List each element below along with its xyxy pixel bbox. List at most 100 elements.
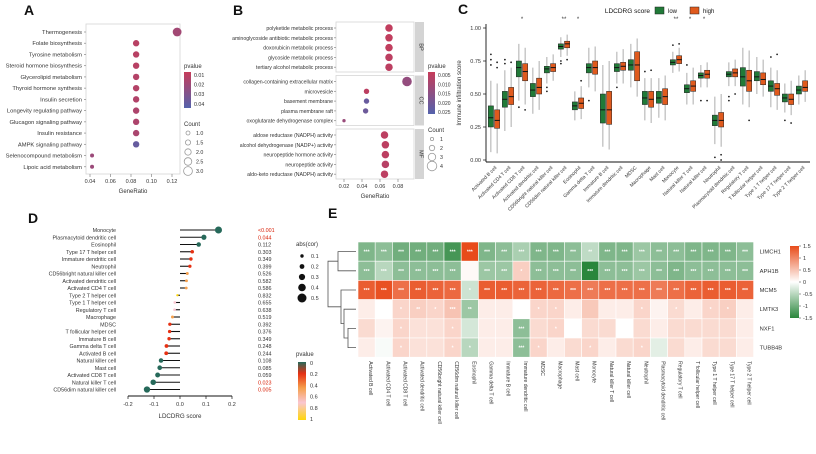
svg-text:0.0: 0.0 bbox=[176, 402, 184, 408]
svg-text:APH1B: APH1B bbox=[760, 269, 779, 275]
panel-label-e: E bbox=[328, 205, 338, 221]
svg-text:***: *** bbox=[656, 269, 662, 275]
svg-text:*: * bbox=[641, 346, 643, 352]
svg-text:Monocyte: Monocyte bbox=[93, 228, 116, 234]
svg-text:Monocyte: Monocyte bbox=[591, 361, 597, 383]
svg-text:***: *** bbox=[364, 288, 370, 294]
svg-text:***: *** bbox=[639, 250, 645, 256]
svg-text:0.04: 0.04 bbox=[85, 179, 96, 185]
svg-text:0.2: 0.2 bbox=[228, 402, 236, 408]
svg-text:MCM5: MCM5 bbox=[760, 288, 777, 294]
svg-text:***: *** bbox=[432, 288, 438, 294]
svg-text:***: *** bbox=[622, 288, 628, 294]
svg-text:Count: Count bbox=[428, 128, 444, 134]
svg-text:Natural killer T cell: Natural killer T cell bbox=[608, 361, 614, 402]
svg-text:low: low bbox=[668, 9, 678, 15]
svg-text:0.832: 0.832 bbox=[258, 293, 272, 299]
svg-text:alcohol dehydrogenase (NADP+): alcohol dehydrogenase (NADP+) activity bbox=[240, 143, 334, 149]
svg-text:-1: -1 bbox=[803, 304, 808, 310]
svg-text:0.108: 0.108 bbox=[258, 359, 272, 365]
svg-text:Eosinophil: Eosinophil bbox=[470, 361, 476, 384]
svg-text:0: 0 bbox=[803, 280, 806, 286]
svg-text:0.3: 0.3 bbox=[311, 275, 319, 281]
svg-text:*: * bbox=[400, 326, 402, 332]
svg-text:0.02: 0.02 bbox=[339, 184, 350, 190]
panel-b-legend: pvalue 0.005 0.010 0.015 0.020 0.025 Count 1 2 3 4 bbox=[426, 64, 451, 172]
svg-text:CD56dim natural killer cell: CD56dim natural killer cell bbox=[53, 388, 116, 394]
svg-text:2.0: 2.0 bbox=[196, 150, 203, 156]
svg-text:0.015: 0.015 bbox=[438, 92, 451, 98]
svg-text:pvalue: pvalue bbox=[428, 64, 446, 70]
svg-text:***: *** bbox=[708, 269, 714, 275]
svg-text:Activated dendritic cell: Activated dendritic cell bbox=[419, 361, 425, 411]
svg-text:**: ** bbox=[562, 17, 567, 23]
panel-a-legend: pvalue 0.01 0.02 0.03 0.04 Count 1.0 1.5 2.0 2.5 3… bbox=[183, 64, 204, 176]
svg-text:*: * bbox=[641, 307, 643, 313]
svg-text:***: *** bbox=[381, 288, 387, 294]
svg-text:*: * bbox=[400, 346, 402, 352]
svg-text:0.005: 0.005 bbox=[438, 73, 451, 79]
svg-text:0.025: 0.025 bbox=[438, 110, 451, 116]
svg-text:T follicular helper cell: T follicular helper cell bbox=[65, 330, 116, 336]
svg-text:LMTK3: LMTK3 bbox=[760, 307, 779, 313]
svg-text:***: *** bbox=[570, 269, 576, 275]
svg-text:*: * bbox=[555, 307, 557, 313]
svg-text:Immature B cell: Immature B cell bbox=[505, 361, 511, 396]
svg-text:*: * bbox=[577, 17, 580, 23]
svg-text:Plasmacytoid dendritic cell: Plasmacytoid dendritic cell bbox=[660, 361, 666, 420]
svg-text:Type 2 T helper cell: Type 2 T helper cell bbox=[746, 361, 752, 404]
svg-text:*: * bbox=[452, 346, 454, 352]
svg-text:***: *** bbox=[450, 269, 456, 275]
svg-text:-0.1: -0.1 bbox=[149, 402, 158, 408]
svg-text:Neutrophil: Neutrophil bbox=[91, 264, 116, 270]
svg-text:***: *** bbox=[708, 250, 714, 256]
svg-text:<0.001: <0.001 bbox=[258, 228, 275, 234]
svg-text:***: *** bbox=[622, 250, 628, 256]
svg-text:Macrophage: Macrophage bbox=[86, 315, 116, 321]
svg-text:***: *** bbox=[553, 288, 559, 294]
svg-text:*: * bbox=[675, 307, 677, 313]
svg-text:-1.5: -1.5 bbox=[803, 316, 812, 322]
svg-text:0.6: 0.6 bbox=[310, 395, 318, 401]
svg-text:BP: BP bbox=[418, 43, 424, 51]
panel-d-correlation-lollipop: Monocyte <0.001 Plasmacytoid dendritic cel… bbox=[49, 226, 319, 423]
svg-text:0.526: 0.526 bbox=[258, 272, 272, 278]
panel-label-c: C bbox=[458, 1, 469, 17]
svg-text:GeneRatio: GeneRatio bbox=[119, 189, 148, 195]
svg-text:0.655: 0.655 bbox=[258, 301, 272, 307]
svg-text:0.04: 0.04 bbox=[357, 184, 368, 190]
svg-text:***: *** bbox=[673, 250, 679, 256]
svg-text:*: * bbox=[555, 326, 557, 332]
svg-text:-0.5: -0.5 bbox=[803, 292, 812, 298]
svg-text:Glucagon signaling pathway: Glucagon signaling pathway bbox=[9, 120, 82, 126]
svg-text:0.244: 0.244 bbox=[258, 351, 272, 357]
svg-text:MF: MF bbox=[418, 150, 424, 159]
panel-d-legend: abs(cor) 0.1 0.2 0.3 0.4 0.5 pvalue 0 0.2 0.4 0.6 0… bbox=[296, 242, 319, 423]
svg-text:***: *** bbox=[604, 288, 610, 294]
svg-text:***: *** bbox=[587, 288, 593, 294]
svg-text:Activated B cell: Activated B cell bbox=[471, 165, 499, 193]
svg-text:2.5: 2.5 bbox=[196, 160, 203, 166]
svg-text:*: * bbox=[469, 288, 471, 294]
svg-text:0.519: 0.519 bbox=[258, 315, 272, 321]
svg-text:plasma membrane raft: plasma membrane raft bbox=[281, 109, 333, 115]
svg-text:Plasmacytoid dendritic cell: Plasmacytoid dendritic cell bbox=[52, 235, 116, 241]
svg-text:high: high bbox=[703, 9, 714, 15]
svg-text:Activated dendritic cell: Activated dendritic cell bbox=[62, 279, 116, 285]
svg-text:LDCDRG score: LDCDRG score bbox=[605, 8, 651, 15]
svg-text:Natural killer cell: Natural killer cell bbox=[76, 359, 116, 365]
svg-text:Thyroid hormone synthesis: Thyroid hormone synthesis bbox=[12, 86, 82, 92]
svg-text:Immature dendritic cell: Immature dendritic cell bbox=[62, 257, 116, 263]
svg-text:***: *** bbox=[639, 288, 645, 294]
svg-text:0.044: 0.044 bbox=[258, 235, 272, 241]
svg-text:doxorubicin metabolic process: doxorubicin metabolic process bbox=[263, 46, 333, 52]
svg-text:***: *** bbox=[553, 250, 559, 256]
svg-text:***: *** bbox=[450, 307, 456, 313]
svg-text:***: *** bbox=[587, 269, 593, 275]
svg-text:0.5: 0.5 bbox=[311, 296, 319, 302]
svg-text:***: *** bbox=[381, 250, 387, 256]
svg-text:*: * bbox=[538, 346, 540, 352]
svg-text:***: *** bbox=[604, 269, 610, 275]
svg-text:***: *** bbox=[398, 250, 404, 256]
svg-text:1.5: 1.5 bbox=[196, 141, 203, 147]
